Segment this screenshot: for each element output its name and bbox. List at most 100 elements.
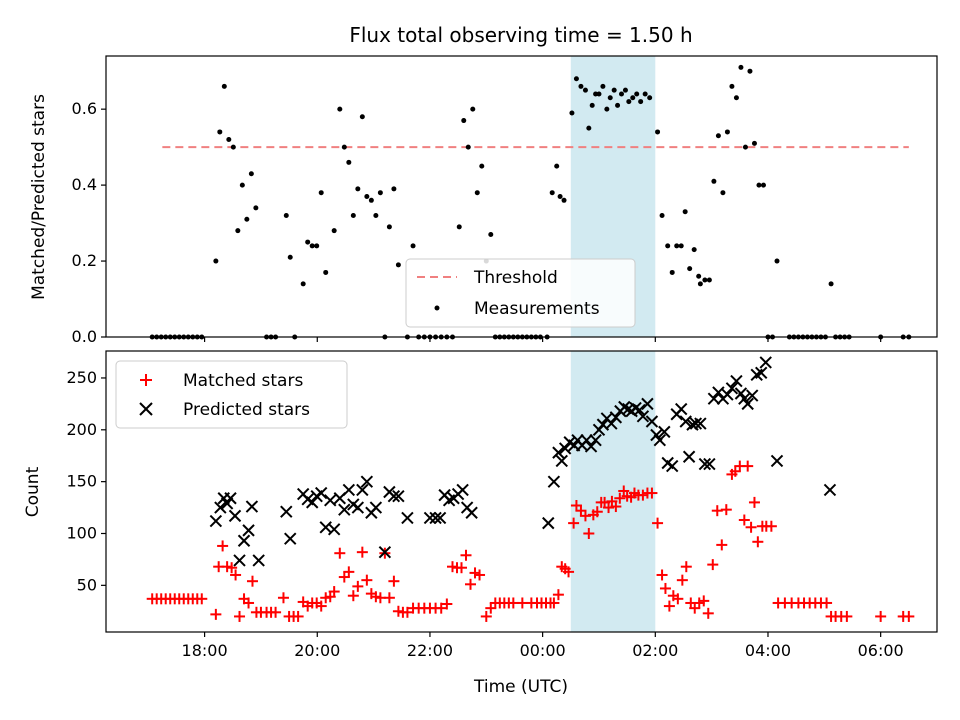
predicted-star-point (456, 483, 469, 497)
bottom-y-tick-label: 150 (66, 472, 97, 491)
measurement-point (674, 243, 680, 249)
measurement-point (314, 243, 320, 249)
matched-star-point (738, 514, 750, 526)
predicted-star-point (746, 389, 759, 402)
measurement-point (729, 83, 735, 89)
measurement-point (465, 144, 471, 150)
predicted-star-point (694, 417, 707, 430)
predicted-star-point (609, 411, 623, 424)
predicted-star-point (433, 511, 447, 525)
predicted-star-point (429, 511, 442, 525)
bottom-shaded-span (570, 351, 656, 632)
measurement-point (665, 243, 671, 249)
matched-star-point (277, 592, 289, 604)
matched-star-point (748, 496, 760, 508)
matched-star-point (652, 517, 664, 529)
top-y-tick-label: 0.0 (72, 327, 97, 346)
matched-star-point (603, 502, 615, 514)
legend-measurements-label: Measurements (474, 299, 600, 319)
matched-star-point (401, 606, 413, 618)
top-y-tick-label: 0.6 (72, 99, 97, 118)
legend-matched-label: Matched stars (183, 371, 303, 391)
measurement-point (687, 266, 693, 272)
matched-star-point (480, 610, 492, 622)
matched-star-point (821, 597, 833, 609)
measurement-point (368, 197, 374, 203)
measurement-point (615, 102, 621, 108)
predicted-star-point (712, 386, 725, 399)
figure-title: Flux total observing time = 1.50 h (349, 23, 692, 47)
bottom-legend-box (115, 360, 348, 429)
x-tick-label: 20:00 (294, 641, 340, 660)
matched-star-point (474, 569, 486, 581)
measurement-point (318, 190, 324, 196)
measurement-point (346, 159, 352, 165)
matched-star-point (698, 595, 710, 607)
measurement-point (230, 144, 236, 150)
predicted-star-point (392, 489, 405, 503)
predicted-star-point (387, 489, 401, 503)
bottom-legend: Matched stars Predicted stars (115, 360, 348, 429)
measurement-point (479, 163, 485, 169)
measurement-point (244, 216, 250, 222)
predicted-star-point (401, 511, 414, 525)
measurement-point (647, 95, 653, 101)
matched-star-point (343, 566, 355, 578)
matched-star-point (383, 592, 395, 604)
predicted-star-point (214, 501, 227, 514)
measurement-point (377, 190, 383, 196)
predicted-star-point (360, 475, 374, 488)
bottom-y-tick-label: 250 (66, 368, 97, 387)
matched-star-point (841, 610, 853, 622)
measurement-point (659, 212, 665, 218)
measurement-point (828, 281, 834, 287)
matched-star-point (435, 602, 447, 614)
matched-star-point (246, 575, 258, 587)
predicted-star-point (653, 433, 667, 447)
predicted-star-point (356, 483, 369, 497)
measurement-point (642, 91, 648, 97)
matched-star-point (676, 574, 688, 586)
matched-star-point (226, 562, 238, 574)
predicted-star-point (707, 392, 721, 405)
measurement-point (747, 68, 753, 74)
measurement-point (239, 182, 245, 188)
matched-star-point (352, 580, 364, 592)
measurement-point (720, 190, 726, 196)
matched-star-point (583, 527, 595, 539)
measurement-point (706, 277, 712, 283)
measurement-point (337, 106, 343, 112)
predicted-star-point (542, 516, 555, 530)
predicted-star-point (823, 483, 837, 497)
matched-star-point (752, 536, 764, 548)
matched-star-point (334, 547, 346, 559)
measurement-point (359, 114, 365, 120)
measurement-point (607, 95, 613, 101)
predicted-star-point (741, 397, 754, 411)
matched-star-point (903, 610, 915, 622)
matched-star-point (656, 569, 668, 581)
measurement-point (626, 99, 632, 105)
predicted-star-point (465, 506, 478, 519)
predicted-star-point (315, 486, 328, 500)
matched-star-point (315, 600, 327, 612)
predicted-star-point (228, 509, 242, 523)
measurements-layer (149, 64, 912, 340)
predicted-star-point (658, 425, 671, 439)
matched-star-point (702, 607, 714, 619)
measurement-point (248, 171, 254, 177)
predicted-star-point (698, 457, 712, 471)
x-tick-label: 02:00 (632, 641, 678, 660)
measurement-point (341, 144, 347, 150)
measurement-point (742, 144, 748, 150)
measurement-point (557, 194, 563, 199)
predicted-star-point (645, 415, 659, 428)
measurement-point (600, 83, 606, 89)
predicted-star-point (423, 511, 437, 525)
predicted-star-point (327, 523, 341, 536)
legend-measurements-swatch (434, 305, 440, 311)
measurement-point (253, 205, 259, 211)
measurement-point (715, 133, 721, 139)
bottom-shaded-interval (570, 351, 656, 632)
